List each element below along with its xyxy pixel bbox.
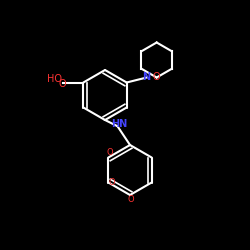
Text: O: O [106, 148, 113, 157]
Text: O: O [128, 196, 134, 204]
Text: N: N [142, 72, 151, 83]
Text: HO: HO [47, 74, 62, 85]
Text: O: O [153, 72, 160, 83]
Text: HN: HN [110, 119, 127, 129]
Text: O: O [58, 79, 66, 89]
Text: O: O [109, 178, 116, 187]
